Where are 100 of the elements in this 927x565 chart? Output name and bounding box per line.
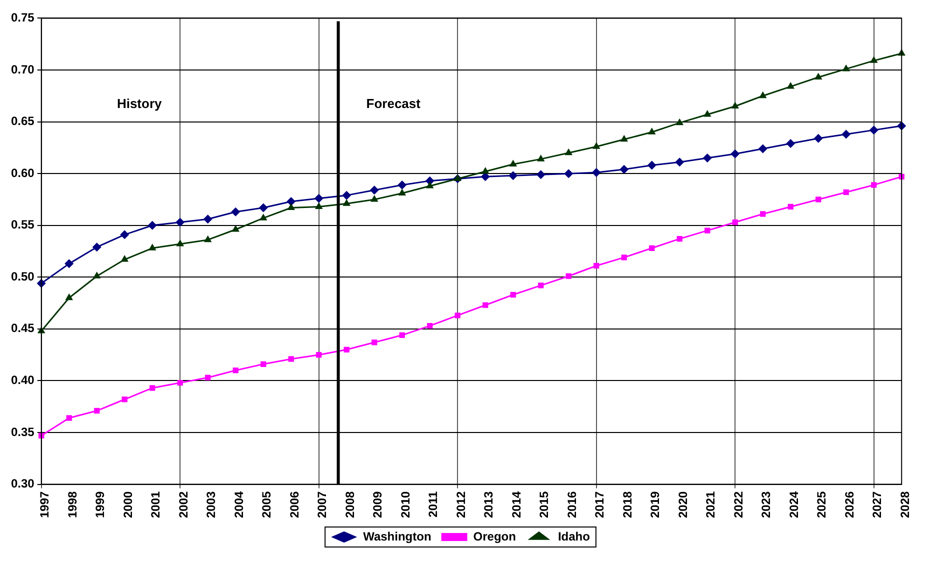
point: [482, 302, 488, 308]
point: [205, 374, 211, 380]
annotation: Forecast: [366, 96, 422, 111]
point: [758, 144, 768, 154]
point: [508, 171, 518, 180]
point: [398, 180, 407, 190]
x-tick-label: 2018: [620, 490, 634, 518]
point: [260, 361, 266, 367]
point: [704, 228, 710, 234]
point: [372, 340, 378, 346]
point: [314, 194, 324, 203]
point: [703, 110, 712, 117]
point: [676, 118, 684, 126]
point: [564, 148, 572, 156]
point: [148, 220, 157, 230]
point: [231, 207, 240, 216]
x-tick-label: 2014: [509, 490, 524, 518]
point: [649, 245, 655, 251]
x-tick-label: 2003: [204, 490, 218, 518]
point: [454, 174, 462, 181]
point: [538, 282, 544, 288]
point: [788, 204, 794, 210]
point: [342, 199, 350, 206]
y-tick-label: 0.40: [10, 373, 35, 388]
point: [150, 385, 156, 391]
point: [344, 346, 350, 352]
point: [64, 259, 74, 268]
point: [454, 312, 460, 318]
point: [177, 380, 183, 386]
y-tick-label: 0.35: [10, 424, 35, 439]
x-tick-label: 2019: [648, 490, 662, 518]
point: [648, 128, 656, 134]
point: [204, 235, 212, 242]
point: [258, 203, 268, 212]
x-tick-label: 2009: [370, 490, 385, 518]
point: [148, 244, 156, 250]
point: [481, 166, 490, 174]
x-tick-label: 2005: [260, 490, 274, 518]
point: [370, 186, 379, 195]
x-tick-label: 2016: [564, 490, 579, 518]
x-tick-label: 2023: [759, 490, 774, 518]
y-tick-label: 0.75: [10, 10, 35, 25]
point: [509, 160, 517, 166]
x-tick-label: 2024: [786, 490, 801, 518]
point: [871, 182, 877, 188]
point: [94, 408, 100, 414]
point: [120, 230, 130, 240]
point: [675, 158, 684, 167]
point: [232, 225, 240, 232]
point: [814, 72, 822, 80]
x-tick-label: 2013: [482, 490, 496, 518]
legend-label: Oregon: [473, 529, 516, 544]
point: [814, 134, 823, 143]
point: [758, 91, 767, 98]
point: [647, 160, 656, 170]
point: [621, 254, 627, 260]
point: [426, 182, 434, 188]
y-tick-label: 0.65: [10, 114, 35, 128]
x-tick-label: 1999: [93, 490, 108, 518]
point: [342, 190, 352, 200]
point: [120, 255, 128, 262]
point: [203, 214, 212, 224]
x-tick-label: 2017: [592, 490, 607, 518]
x-tick-label: 2026: [842, 490, 856, 518]
point: [702, 154, 712, 163]
x-tick-label: 2000: [120, 490, 135, 518]
x-tick-label: 2012: [454, 490, 468, 518]
point: [842, 64, 850, 72]
point: [842, 130, 851, 139]
x-tick-label: 2002: [176, 490, 190, 518]
point: [786, 82, 794, 89]
x-tick-label: 2008: [342, 490, 357, 518]
point: [730, 149, 740, 158]
x-tick-label: 1998: [65, 490, 80, 518]
point: [564, 169, 574, 178]
x-tick-label: 2007: [315, 490, 330, 518]
y-tick-label: 0.45: [10, 321, 35, 336]
point: [592, 142, 600, 149]
point: [287, 203, 295, 210]
point: [536, 154, 545, 162]
point: [66, 415, 72, 421]
point: [594, 262, 600, 269]
point: [232, 368, 238, 374]
x-tick-label: 2006: [287, 490, 302, 518]
x-tick-label: 2025: [814, 490, 829, 518]
point: [870, 56, 878, 63]
point: [398, 188, 406, 196]
point: [259, 214, 268, 220]
point: [122, 396, 128, 402]
x-tick-label: 2021: [704, 490, 718, 518]
point: [843, 189, 849, 196]
y-tick-label: 0.60: [10, 166, 35, 180]
point: [314, 202, 323, 209]
annotation: History: [116, 96, 162, 111]
point: [92, 242, 102, 252]
point: [592, 168, 601, 178]
x-tick-label: 2028: [898, 490, 912, 518]
point: [510, 292, 516, 298]
x-tick-label: 1997: [38, 490, 52, 518]
x-tick-label: 2004: [232, 490, 246, 518]
